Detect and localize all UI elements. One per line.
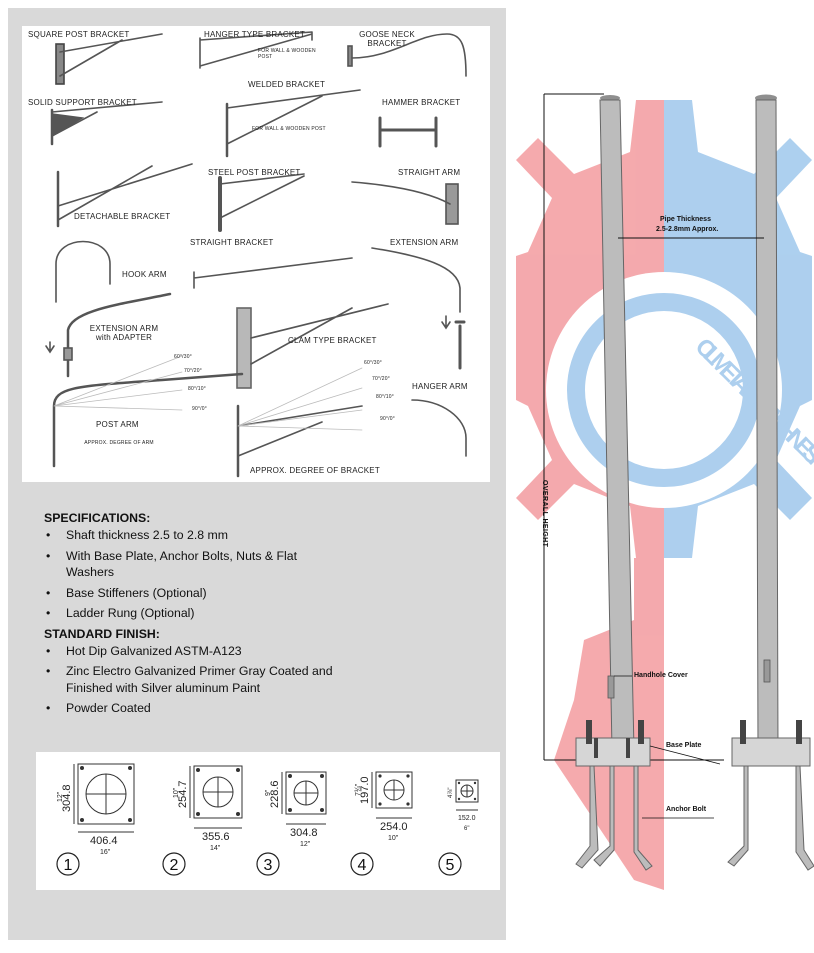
plate-bottom-dim: 355.6 <box>202 831 230 843</box>
plate-bottom-dim: 254.0 <box>380 821 408 833</box>
degree-label: 90°/0° <box>192 406 207 412</box>
label-hanger-type-bracket: HANGER TYPE BRACKET <box>204 30 306 39</box>
pole-left <box>575 95 653 871</box>
degree-label: 80°/10° <box>376 394 394 400</box>
label-approx-degree-arm: APPROX. DEGREE OF ARM <box>84 440 154 446</box>
degree-label: 80°/10° <box>188 386 206 392</box>
label-overall-height: OVERALL HEIGHT <box>541 480 548 548</box>
degree-label: 90°/0° <box>380 416 395 422</box>
plate-side-dim: 197.0 <box>359 776 371 804</box>
degree-label: 70°/20° <box>372 376 390 382</box>
plate-side-inch: 12" <box>57 791 64 802</box>
plate-bottom-dim: 406.4 <box>90 835 118 847</box>
list-item: Zinc Electro Galvanized Primer Gray Coat… <box>44 663 344 696</box>
plate-number: 1 <box>64 857 73 874</box>
label-hook-arm: HOOK ARM <box>122 270 167 279</box>
label-hanger-arm: HANGER ARM <box>412 382 468 391</box>
label-handhole-cover: Handhole Cover <box>634 672 688 679</box>
label-straight-arm: STRAIGHT ARM <box>398 168 461 177</box>
plate-number: 3 <box>264 857 273 874</box>
list-item: With Base Plate, Anchor Bolts, Nuts & Fl… <box>44 548 344 581</box>
plate-bottom-inch: 10" <box>388 835 399 842</box>
plate-bottom-dim: 304.8 <box>290 827 318 839</box>
plate-side-inch: 4⅞" <box>448 788 454 798</box>
plate-bottom-dim: 152.0 <box>458 815 476 822</box>
list-item: Ladder Rung (Optional) <box>44 605 344 622</box>
plate-bottom-inch: 16" <box>100 849 111 856</box>
bracket-catalog: SQUARE POST BRACKET HANGER TYPE BRACKET … <box>22 26 490 482</box>
specifications-heading: SPECIFICATIONS: <box>44 511 151 525</box>
label-straight-bracket: STRAIGHT BRACKET <box>190 238 274 247</box>
plate-number: 5 <box>446 857 455 874</box>
plate-drawings: 304.8 12" 406.4 16" 254.7 10" 355.6 14" … <box>56 763 479 876</box>
pole-right <box>727 94 814 871</box>
list-item: Hot Dip Galvanized ASTM-A123 <box>44 643 344 660</box>
plate-side-inch: 7¾" <box>355 783 362 796</box>
label-steel-post-bracket: STEEL POST BRACKET <box>208 168 301 177</box>
label-pipe-thickness-value: 2.5-2.8mm Approx. <box>656 226 719 233</box>
label-extension-arm-adapter: EXTENSION ARM with ADAPTER <box>89 324 159 342</box>
plate-side-inch: 10" <box>173 787 180 798</box>
label-base-plate: Base Plate <box>666 742 702 749</box>
bracket-drawings <box>45 31 467 478</box>
label-solid-support-bracket: SOLID SUPPORT BRACKET <box>28 98 137 107</box>
plate-number: 2 <box>170 857 179 874</box>
label-hanger-note: FOR WALL & WOODEN POST <box>258 48 316 60</box>
label-post-arm: POST ARM <box>96 420 139 429</box>
pole-drawing: CIL METALS MACHINE SHOP <box>514 60 814 948</box>
label-hammer-bracket: HAMMER BRACKET <box>382 98 461 107</box>
finish-heading: STANDARD FINISH: <box>44 626 160 641</box>
base-plate-diagrams: 304.8 12" 406.4 16" 254.7 10" 355.6 14" … <box>36 752 500 890</box>
plate-bottom-inch: 14" <box>210 845 221 852</box>
label-goose-neck-bracket: GOOSE NECK BRACKET <box>359 30 415 48</box>
plate-number: 4 <box>358 857 367 874</box>
finish-list: Hot Dip Galvanized ASTM-A123 Zinc Electr… <box>44 643 344 717</box>
plate-side-dim: 228.6 <box>269 780 281 808</box>
label-approx-degree-bracket: APPROX. DEGREE OF BRACKET <box>250 466 380 475</box>
label-extension-arm: EXTENSION ARM <box>390 238 459 247</box>
specifications-list: Shaft thickness 2.5 to 2.8 mm With Base … <box>44 527 344 622</box>
plate-bottom-inch: 12" <box>300 841 311 848</box>
label-welded-bracket: WELDED BRACKET <box>248 80 326 89</box>
degree-label: 70°/20° <box>184 368 202 374</box>
plate-side-dim: 304.8 <box>61 784 73 812</box>
label-welded-note: FOR WALL & WOODEN POST <box>252 126 326 132</box>
specifications-section: SPECIFICATIONS: Shaft thickness 2.5 to 2… <box>44 510 344 721</box>
list-item: Shaft thickness 2.5 to 2.8 mm <box>44 527 344 544</box>
label-anchor-bolt: Anchor Bolt <box>666 806 707 813</box>
label-clam-type-bracket: CLAM TYPE BRACKET <box>288 336 377 345</box>
list-item: Base Stiffeners (Optional) <box>44 585 344 602</box>
plate-side-dim: 254.7 <box>177 780 189 808</box>
label-square-post-bracket: SQUARE POST BRACKET <box>28 30 130 39</box>
plate-bottom-inch: 6" <box>464 826 469 832</box>
label-pipe-thickness: Pipe Thickness <box>660 216 711 223</box>
list-item: Powder Coated <box>44 700 344 717</box>
degree-label: 60°/30° <box>174 354 192 360</box>
pole-illustration: CIL METALS MACHINE SHOP <box>516 93 814 890</box>
degree-label: 60°/30° <box>364 360 382 366</box>
label-detachable-bracket: DETACHABLE BRACKET <box>74 212 171 221</box>
plate-side-inch: 9" <box>265 789 272 796</box>
